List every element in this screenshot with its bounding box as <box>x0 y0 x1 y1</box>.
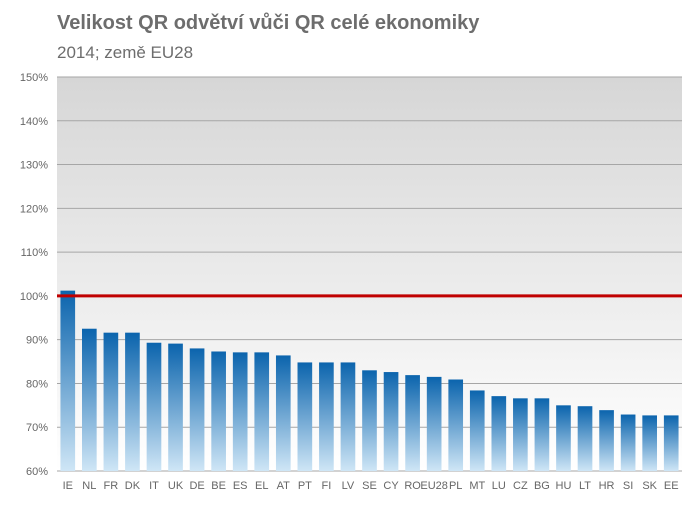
x-tick-label: EU28 <box>420 480 448 492</box>
x-tick-label: MT <box>469 480 485 492</box>
chart-subtitle: 2014; země EU28 <box>57 43 194 62</box>
bar-cy <box>383 372 399 471</box>
y-tick-label: 150% <box>20 72 48 84</box>
x-tick-label: BE <box>211 480 226 492</box>
x-tick-label: EE <box>664 480 679 492</box>
bar-be <box>211 351 226 471</box>
x-tick-label: PT <box>298 480 312 492</box>
x-tick-label: FI <box>322 480 332 492</box>
bar-hu <box>556 405 571 471</box>
x-tick-label: PL <box>449 480 462 492</box>
bar-el <box>254 352 270 471</box>
bar-lt <box>577 406 593 471</box>
x-tick-label: EL <box>255 480 268 492</box>
y-tick-label: 80% <box>26 378 48 390</box>
x-tick-label: LV <box>342 480 355 492</box>
bar-se <box>362 370 377 471</box>
x-tick-label: HR <box>599 480 615 492</box>
x-tick-label: LU <box>492 480 506 492</box>
y-tick-label: 130% <box>20 160 48 172</box>
y-tick-label: 90% <box>26 335 48 347</box>
x-tick-label: HU <box>556 480 572 492</box>
bar-sk <box>642 415 657 471</box>
bar-fi <box>319 362 334 471</box>
y-tick-label: 100% <box>20 291 48 303</box>
bar-pt <box>297 362 313 471</box>
x-axis-ticks: IE NL FR DK IT UK DE BE ES EL AT PT FI LV SE CY RO EU28 PL… <box>63 480 679 492</box>
y-axis-ticks: 60% 70% 80% 90% 100% 110% 120% 130% 140% 150% <box>20 72 48 478</box>
x-tick-label: BG <box>534 480 550 492</box>
bar-ro <box>405 375 420 471</box>
bar-de <box>189 348 205 471</box>
bar-ee <box>663 415 679 471</box>
x-tick-label: CZ <box>513 480 528 492</box>
x-tick-label: AT <box>277 480 291 492</box>
x-tick-label: DK <box>125 480 141 492</box>
bar-fr <box>103 332 119 471</box>
x-tick-label: RO <box>404 480 421 492</box>
x-tick-label: SK <box>642 480 657 492</box>
bar-at <box>275 355 291 471</box>
x-tick-label: IT <box>149 480 159 492</box>
x-tick-label: DE <box>189 480 204 492</box>
bar-lv <box>340 362 356 471</box>
bar-es <box>232 352 248 471</box>
bar-lu <box>491 396 507 471</box>
x-tick-label: LT <box>579 480 591 492</box>
bar-dk <box>125 332 140 471</box>
x-tick-label: ES <box>233 480 248 492</box>
bar-nl <box>82 328 97 471</box>
bar-it <box>146 342 162 471</box>
y-tick-label: 110% <box>21 247 49 259</box>
bar-mt <box>469 390 485 471</box>
bar-uk <box>168 343 183 471</box>
x-tick-label: CY <box>383 480 399 492</box>
x-tick-label: IE <box>63 480 73 492</box>
x-tick-label: UK <box>168 480 184 492</box>
bar-pl <box>448 379 464 471</box>
x-tick-label: NL <box>82 480 96 492</box>
bar-cz <box>513 398 528 471</box>
x-tick-label: FR <box>104 480 119 492</box>
chart-title: Velikost QR odvětví vůči QR celé ekonomi… <box>57 12 480 34</box>
bar-ie <box>60 290 76 471</box>
y-tick-label: 120% <box>20 203 48 215</box>
y-tick-label: 60% <box>26 466 48 478</box>
bars <box>60 290 679 471</box>
bar-si <box>620 414 636 471</box>
bar-hr <box>599 410 614 471</box>
x-tick-label: SE <box>362 480 377 492</box>
y-tick-label: 140% <box>20 116 48 128</box>
y-tick-label: 70% <box>26 422 48 434</box>
x-tick-label: SI <box>623 480 633 492</box>
bar-bg <box>534 398 550 471</box>
bar-eu28 <box>426 376 442 471</box>
